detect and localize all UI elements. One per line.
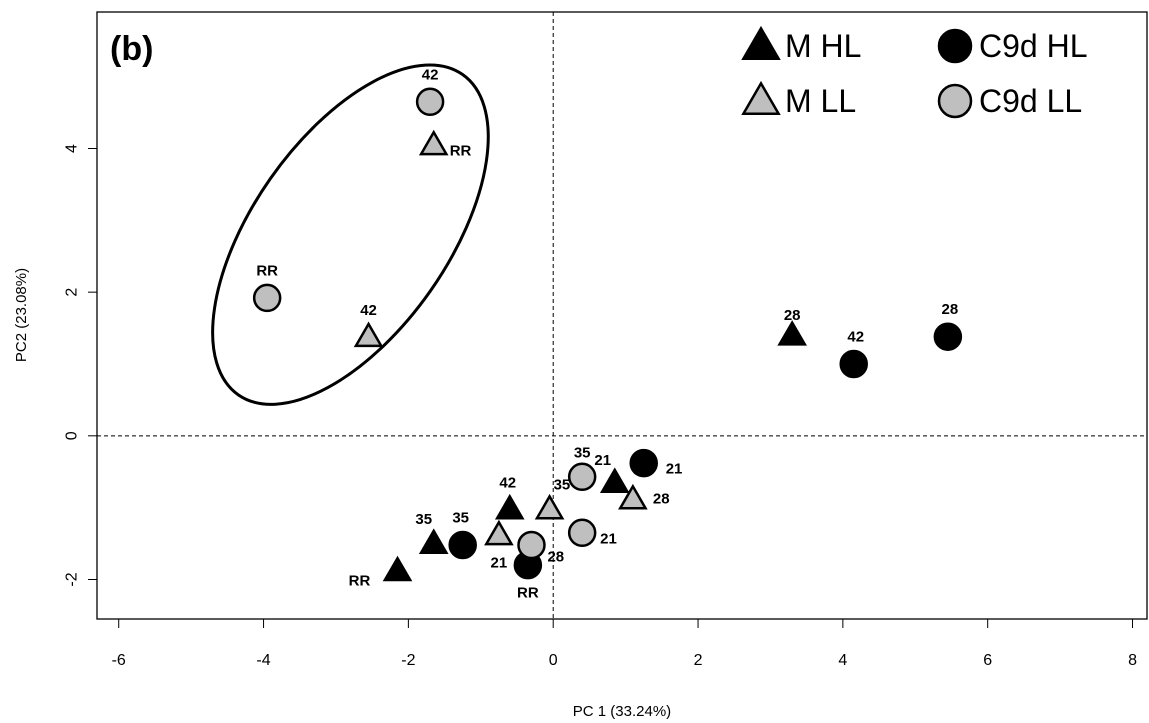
legend-label: M LL: [785, 83, 856, 119]
series-c9d-ll: [252, 87, 597, 560]
series-c9d-hl: [448, 322, 963, 580]
data-point: [418, 129, 449, 156]
data-point: [484, 519, 514, 546]
point-label: 28: [547, 549, 564, 566]
data-point: [618, 483, 648, 510]
data-point: [415, 87, 445, 117]
x-tick-label: 2: [694, 652, 703, 669]
data-point: [933, 322, 963, 351]
point-label: 21: [594, 452, 611, 469]
legend-item: M LL: [741, 80, 856, 119]
data-point: [777, 320, 807, 346]
legend-marker: [741, 25, 781, 61]
legend-label: C9d HL: [979, 28, 1088, 64]
point-label: 21: [666, 461, 683, 478]
x-tick-label: -6: [112, 652, 126, 669]
point-label: 21: [600, 530, 617, 547]
legend-label: C9d LL: [979, 83, 1082, 119]
y-axis-title: PC2 (23.08%): [13, 268, 30, 362]
series-m-ll: [353, 129, 648, 546]
y-tick-label: -2: [64, 572, 81, 586]
data-point: [418, 528, 449, 555]
legend-marker: [937, 28, 973, 64]
point-label: RR: [256, 262, 278, 279]
legend-item: C9d HL: [937, 28, 1088, 64]
data-point: [599, 467, 630, 493]
x-tick-label: 0: [549, 652, 558, 669]
point-label: 35: [574, 444, 591, 461]
x-tick-label: 4: [838, 652, 847, 669]
data-point: [353, 321, 384, 348]
legend-item: M HL: [741, 25, 861, 64]
legend-marker: [937, 83, 973, 119]
cluster-ellipse-group: [211, 63, 490, 406]
data-point: [448, 530, 477, 560]
y-axis: -2 0 2 4: [64, 144, 98, 587]
point-label: 35: [452, 510, 469, 527]
x-tick-label: 6: [983, 652, 992, 669]
panel-label: (b): [110, 30, 153, 68]
data-point: [839, 349, 868, 379]
data-point: [517, 530, 546, 560]
point-label: 28: [784, 307, 801, 324]
legend-label: M HL: [785, 28, 861, 64]
data-point: [629, 448, 658, 478]
point-label: 35: [415, 511, 432, 528]
point-label: 42: [499, 475, 516, 492]
data-point: [567, 518, 597, 548]
x-tick-label: -2: [401, 652, 415, 669]
data-point: [567, 462, 597, 492]
point-label: 35: [554, 477, 571, 494]
point-label: 21: [491, 554, 508, 571]
point-label: 42: [847, 328, 864, 345]
legend: M HL M LL C9d HL C9d LL: [741, 25, 1088, 119]
point-label: RR: [349, 572, 371, 589]
point-label: RR: [450, 142, 472, 159]
data-point: [534, 493, 565, 520]
data-point: [382, 555, 413, 582]
point-label: 28: [653, 491, 670, 508]
data-points: [252, 87, 963, 582]
y-tick-label: 4: [64, 144, 81, 153]
point-label: 42: [360, 302, 377, 319]
point-label: 28: [942, 301, 959, 318]
y-tick-label: 2: [64, 288, 81, 297]
x-tick-label: -4: [256, 652, 270, 669]
point-label: RR: [517, 585, 539, 602]
x-axis: -6 -4 -2 0 2 4 6 8: [112, 618, 1137, 669]
data-point: [252, 283, 282, 313]
series-m-hl: [382, 320, 807, 582]
legend-marker: [741, 80, 781, 116]
point-label: 42: [422, 66, 439, 83]
x-tick-label: 8: [1128, 652, 1137, 669]
x-axis-title: PC 1 (33.24%): [573, 703, 671, 720]
cluster-ellipse: [211, 63, 490, 406]
y-tick-label: 0: [64, 431, 81, 440]
legend-item: C9d LL: [937, 83, 1082, 119]
data-point: [494, 493, 525, 520]
